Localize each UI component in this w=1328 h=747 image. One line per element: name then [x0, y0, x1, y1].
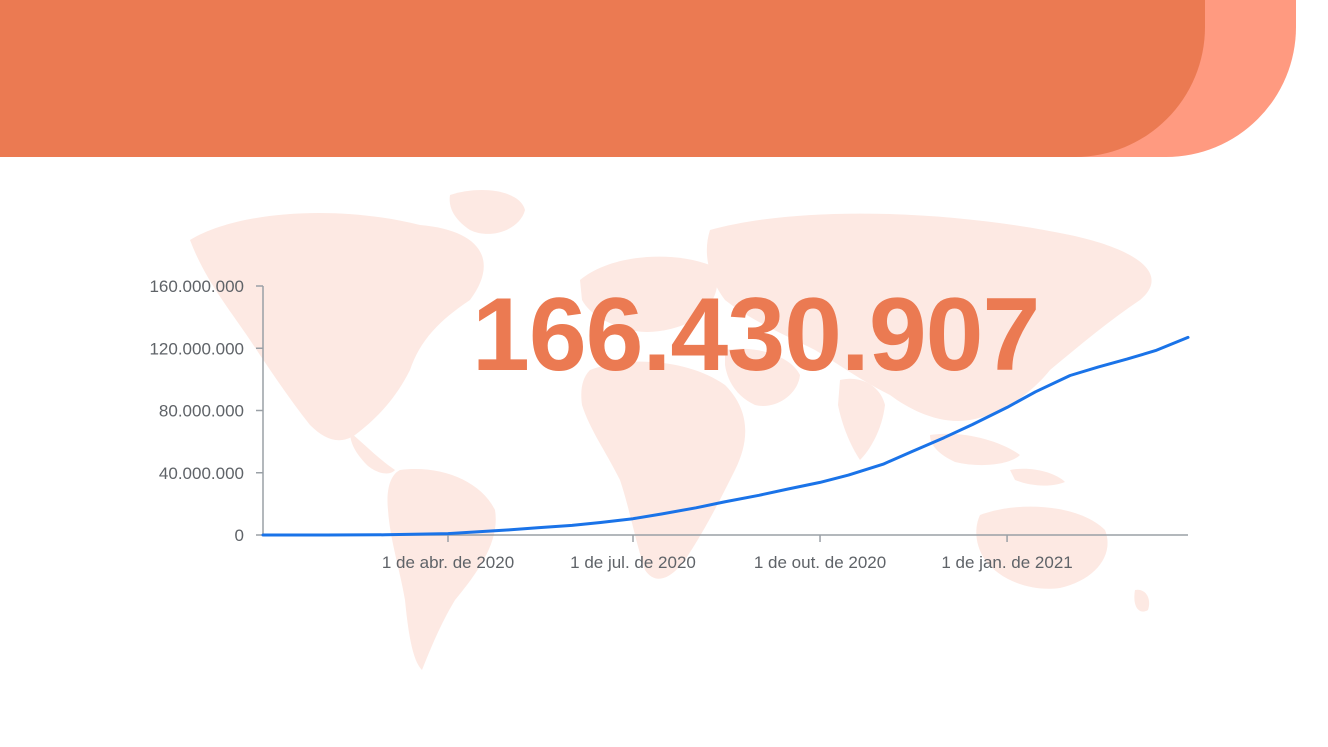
headline-total: 166.430.907 — [472, 277, 1040, 393]
y-tick-label: 160.000.000 — [149, 277, 244, 296]
y-tick-label: 0 — [235, 526, 244, 545]
y-tick-label: 120.000.000 — [149, 339, 244, 358]
x-tick-label: 1 de jul. de 2020 — [570, 553, 696, 572]
y-tick-label: 40.000.000 — [159, 464, 244, 483]
world-map-background — [190, 190, 1152, 670]
y-tick-label: 80.000.000 — [159, 402, 244, 421]
x-axis-ticks: 1 de abr. de 2020 1 de jul. de 2020 1 de o… — [382, 535, 1073, 572]
banner — [0, 0, 1205, 157]
x-tick-label: 1 de jan. de 2021 — [941, 553, 1072, 572]
x-tick-label: 1 de abr. de 2020 — [382, 553, 514, 572]
series-line — [261, 335, 1190, 537]
y-axis-ticks: 0 40.000.000 80.000.000 120.000.000 160.000.… — [149, 277, 263, 545]
x-tick-label: 1 de out. de 2020 — [754, 553, 886, 572]
